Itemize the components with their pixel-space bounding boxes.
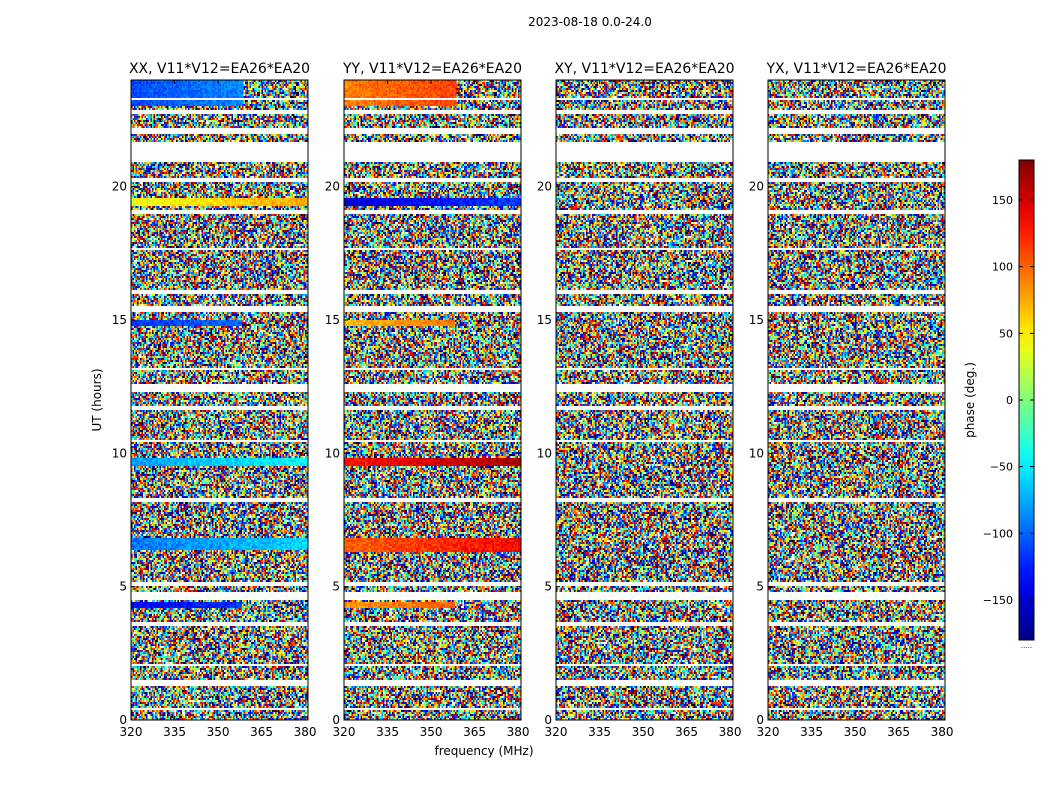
y-tick-label: 0 <box>332 713 340 727</box>
colorbar-label: phase (deg.) <box>963 362 977 438</box>
x-tick-label: 365 <box>250 725 273 739</box>
y-tick-label: 15 <box>112 313 127 327</box>
panel-frame <box>343 79 522 721</box>
y-tick-label: 10 <box>749 446 764 460</box>
x-tick-label: 335 <box>800 725 823 739</box>
heatmap-2 <box>344 80 521 720</box>
x-tick-label: 380 <box>507 725 530 739</box>
x-tick-label: 365 <box>675 725 698 739</box>
y-tick-label: 20 <box>325 180 340 194</box>
x-axis-label: frequency (MHz) <box>434 744 533 758</box>
x-tick-label: 365 <box>887 725 910 739</box>
y-tick-label: 20 <box>537 180 552 194</box>
y-axis-label: UT (hours) <box>90 368 104 431</box>
panel-2: YY, V11*V12=EA26*EA20 320 335 350 365 380 0 5 10… <box>325 61 530 739</box>
x-tick-label: 320 <box>545 725 568 739</box>
y-tick-label: 15 <box>749 313 764 327</box>
heatmap-4 <box>768 80 945 720</box>
panel-title: XX, V11*V12=EA26*EA20 <box>129 61 310 77</box>
colorbar-bottom-label: ..... <box>1021 642 1032 650</box>
colorbar-tick-label: 50 <box>999 327 1013 340</box>
panel-frame <box>767 79 946 721</box>
panel-1: XX, V11*V12=EA26*EA20 320 335 350 365 380 0 5 10… <box>112 61 317 739</box>
colorbar-tick-label: −150 <box>983 594 1013 607</box>
x-tick-label: 350 <box>632 725 655 739</box>
y-tick-label: 10 <box>325 446 340 460</box>
panel-4: YX, V11*V12=EA26*EA20 320 335 350 365 380 0 5 10… <box>749 61 954 739</box>
x-tick-label: 335 <box>376 725 399 739</box>
y-tick-label: 10 <box>112 446 127 460</box>
x-tick-label: 365 <box>463 725 486 739</box>
y-tick-label: 5 <box>332 580 340 594</box>
colorbar: 150 100 50 0 −50 −100 −150 phase (deg.)..... <box>963 159 1035 650</box>
figure-title: 2023-08-18 0.0-24.0 <box>528 15 652 29</box>
y-tick-label: 5 <box>756 580 764 594</box>
panel-title: YX, V11*V12=EA26*EA20 <box>765 61 946 77</box>
colorbar-tick-label: −50 <box>990 461 1013 474</box>
panels: XX, V11*V12=EA26*EA20 320 335 350 365 380 0 5 10… <box>112 61 954 739</box>
heatmap-3 <box>556 80 733 720</box>
x-tick-label: 350 <box>420 725 443 739</box>
x-tick-label: 335 <box>588 725 611 739</box>
x-tick-label: 320 <box>333 725 356 739</box>
y-tick-label: 5 <box>544 580 552 594</box>
y-tick-label: 0 <box>119 713 127 727</box>
x-tick-label: 380 <box>719 725 742 739</box>
y-tick-label: 5 <box>119 580 127 594</box>
panel-frame <box>555 79 734 721</box>
x-tick-label: 350 <box>844 725 867 739</box>
colorbar-tick-label: 150 <box>992 194 1013 207</box>
panel-3: XY, V11*V12=EA26*EA20 320 335 350 365 380 0 5 10… <box>537 61 742 739</box>
x-tick-label: 380 <box>294 725 317 739</box>
panel-title: YY, V11*V12=EA26*EA20 <box>342 61 522 77</box>
panel-title: XY, V11*V12=EA26*EA20 <box>554 61 734 77</box>
y-tick-label: 10 <box>537 446 552 460</box>
colorbar-tick-label: 100 <box>992 261 1013 274</box>
x-tick-label: 320 <box>120 725 143 739</box>
y-tick-label: 0 <box>544 713 552 727</box>
y-tick-label: 20 <box>112 180 127 194</box>
colorbar-tick-label: 0 <box>1006 394 1013 407</box>
colorbar-tick-label: −100 <box>983 527 1013 540</box>
y-tick-label: 15 <box>537 313 552 327</box>
y-tick-label: 20 <box>749 180 764 194</box>
y-tick-label: 0 <box>756 713 764 727</box>
x-tick-label: 335 <box>163 725 186 739</box>
y-tick-label: 15 <box>325 313 340 327</box>
heatmap-1 <box>131 80 308 720</box>
x-tick-label: 380 <box>931 725 954 739</box>
x-tick-label: 320 <box>757 725 780 739</box>
x-tick-label: 350 <box>207 725 230 739</box>
panel-frame <box>130 79 309 721</box>
